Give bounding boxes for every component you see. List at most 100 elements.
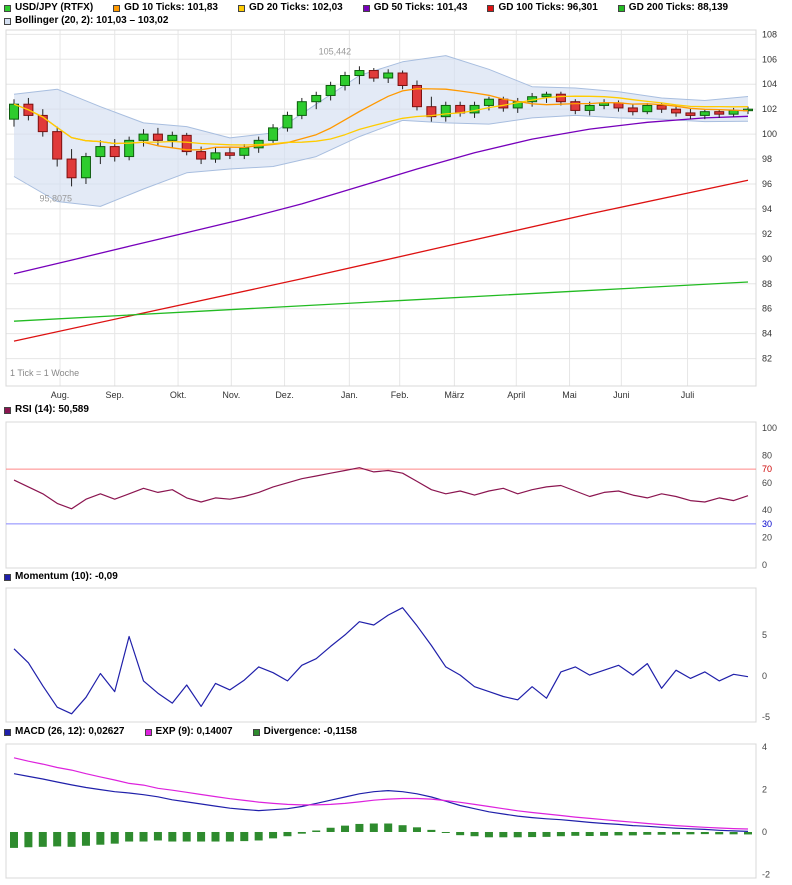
divergence-bars — [10, 823, 752, 848]
divergence-bar — [700, 831, 709, 835]
svg-text:84: 84 — [762, 329, 772, 339]
svg-text:0: 0 — [762, 671, 767, 681]
candle — [109, 146, 120, 158]
gd20-swatch-icon — [237, 4, 245, 12]
divergence-bar — [67, 831, 76, 847]
svg-text:102: 102 — [762, 104, 777, 114]
divergence-bar — [384, 823, 393, 832]
gd20-label: GD 20 Ticks: 102,03 — [248, 2, 343, 13]
svg-text:82: 82 — [762, 354, 772, 364]
symbol-swatch-icon — [4, 4, 11, 12]
svg-text:98: 98 — [762, 154, 772, 164]
divergence-bar — [53, 831, 62, 847]
svg-text:95,8075: 95,8075 — [39, 193, 72, 203]
momentum-label: Momentum (10): -0,09 — [15, 571, 118, 582]
svg-text:Jan.: Jan. — [341, 390, 358, 400]
bollinger-band — [14, 55, 748, 207]
candle — [685, 112, 696, 116]
rsi-chart: 100 80 60 40 20 0 70 30 — [5, 421, 777, 570]
divergence-bar — [355, 823, 364, 832]
gd100-label: GD 100 Ticks: 96,301 — [498, 2, 598, 13]
svg-text:2: 2 — [762, 785, 767, 795]
candle — [368, 70, 379, 79]
rsi-header: RSI (14): 50,589 — [4, 404, 89, 416]
divergence-bar — [225, 831, 234, 842]
svg-text:4: 4 — [762, 742, 767, 752]
candle — [311, 94, 322, 103]
candle — [469, 104, 480, 114]
macd-label: MACD (26, 12): 0,02627 — [15, 726, 125, 737]
candle — [483, 98, 494, 106]
gd50-label: GD 50 Ticks: 101,43 — [373, 2, 468, 13]
legend-gd10: GD 10 Ticks: 101,83 — [113, 2, 218, 14]
svg-text:40: 40 — [762, 505, 772, 515]
candle — [728, 109, 739, 115]
divergence-bar — [484, 831, 493, 838]
candle — [714, 111, 725, 115]
candle — [656, 104, 667, 110]
candle — [138, 133, 149, 141]
divergence-bar — [10, 831, 18, 848]
divergence-bar — [513, 831, 522, 838]
momentum-swatch-icon — [4, 573, 11, 581]
gd10-swatch-icon — [113, 4, 121, 12]
svg-text:Dez.: Dez. — [275, 390, 294, 400]
candle — [224, 152, 235, 156]
momentum-header: Momentum (10): -0,09 — [4, 571, 118, 583]
divergence-bar — [197, 831, 206, 842]
candle — [95, 146, 106, 158]
legend-macd: MACD (26, 12): 0,02627 — [4, 726, 125, 738]
svg-text:5: 5 — [762, 630, 767, 640]
candle — [282, 114, 293, 129]
candle — [167, 134, 178, 141]
candle — [239, 147, 250, 156]
legend-rsi: RSI (14): 50,589 — [4, 404, 89, 416]
candle — [383, 72, 394, 79]
candle — [584, 104, 595, 111]
legend-momentum: Momentum (10): -0,09 — [4, 571, 118, 583]
gd50-swatch-icon — [362, 4, 370, 12]
svg-text:104: 104 — [762, 79, 777, 89]
svg-text:30: 30 — [762, 519, 772, 529]
divergence-bar — [571, 831, 580, 836]
candle — [66, 158, 77, 179]
gd10-label: GD 10 Ticks: 101,83 — [124, 2, 218, 13]
symbol-label: USD/JPY (RTFX) — [15, 2, 94, 13]
svg-text:80: 80 — [762, 450, 772, 460]
svg-text:20: 20 — [762, 533, 772, 543]
svg-text:-5: -5 — [762, 712, 770, 722]
gd200-swatch-icon — [617, 4, 625, 12]
candle — [627, 107, 638, 113]
divergence-bar — [470, 831, 479, 837]
divergence-bar — [715, 831, 724, 835]
candle — [555, 93, 566, 103]
candle — [52, 131, 63, 160]
divergence-bar — [326, 827, 335, 832]
legend-gd20: GD 20 Ticks: 102,03 — [237, 2, 343, 14]
divergence-bar — [672, 831, 681, 835]
divergence-bar — [441, 831, 450, 833]
exp-swatch-icon — [144, 728, 152, 736]
svg-text:90: 90 — [762, 254, 772, 264]
divergence-bar — [139, 831, 148, 842]
candle — [354, 70, 365, 77]
candle — [671, 108, 682, 114]
svg-text:Mai: Mai — [562, 390, 577, 400]
divergence-bar — [125, 831, 134, 842]
svg-text:1 Tick = 1 Woche: 1 Tick = 1 Woche — [10, 368, 79, 378]
legend-gd50: GD 50 Ticks: 101,43 — [362, 2, 468, 14]
svg-text:März: März — [444, 390, 464, 400]
svg-text:Juni: Juni — [613, 390, 630, 400]
svg-text:94: 94 — [762, 204, 772, 214]
candle — [80, 156, 91, 179]
svg-text:0: 0 — [762, 560, 767, 570]
candle — [426, 106, 437, 118]
divergence-bar — [686, 831, 695, 835]
momentum-chart: 5 0 -5 — [5, 587, 770, 723]
divergence-bar — [412, 827, 421, 832]
divergence-bar — [499, 831, 508, 838]
divergence-bar — [398, 825, 407, 832]
main-legend-row-1: USD/JPY (RTFX) GD 10 Ticks: 101,83 GD 20… — [4, 2, 728, 14]
candle — [397, 72, 408, 86]
divergence-bar — [269, 831, 278, 839]
